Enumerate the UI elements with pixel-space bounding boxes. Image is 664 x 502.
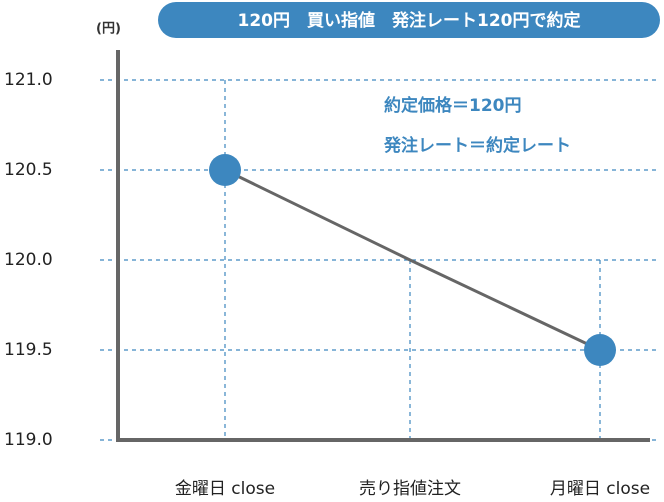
title-pill xyxy=(158,2,660,38)
y-tick-label: 121.0 xyxy=(4,70,53,90)
x-tick-label: 金曜日 close xyxy=(175,479,275,499)
x-tick-label: 売り指値注文 xyxy=(359,479,461,499)
annotation: 約定価格＝120円 xyxy=(384,95,522,116)
y-tick-label: 120.0 xyxy=(4,250,53,270)
y-tick-label: 119.5 xyxy=(4,340,53,360)
point-marker xyxy=(584,334,616,366)
y-tick-label: 120.5 xyxy=(4,160,53,180)
y-tick-label: 119.0 xyxy=(4,430,53,450)
annotation: 発注レート＝約定レート xyxy=(383,135,571,156)
point-marker xyxy=(209,154,241,186)
x-tick-label: 月曜日 close xyxy=(550,479,650,499)
y-unit: (円) xyxy=(96,22,121,37)
chart-title: 120円 買い指値 発注レート120円で約定 xyxy=(238,10,581,31)
line xyxy=(224,168,601,352)
